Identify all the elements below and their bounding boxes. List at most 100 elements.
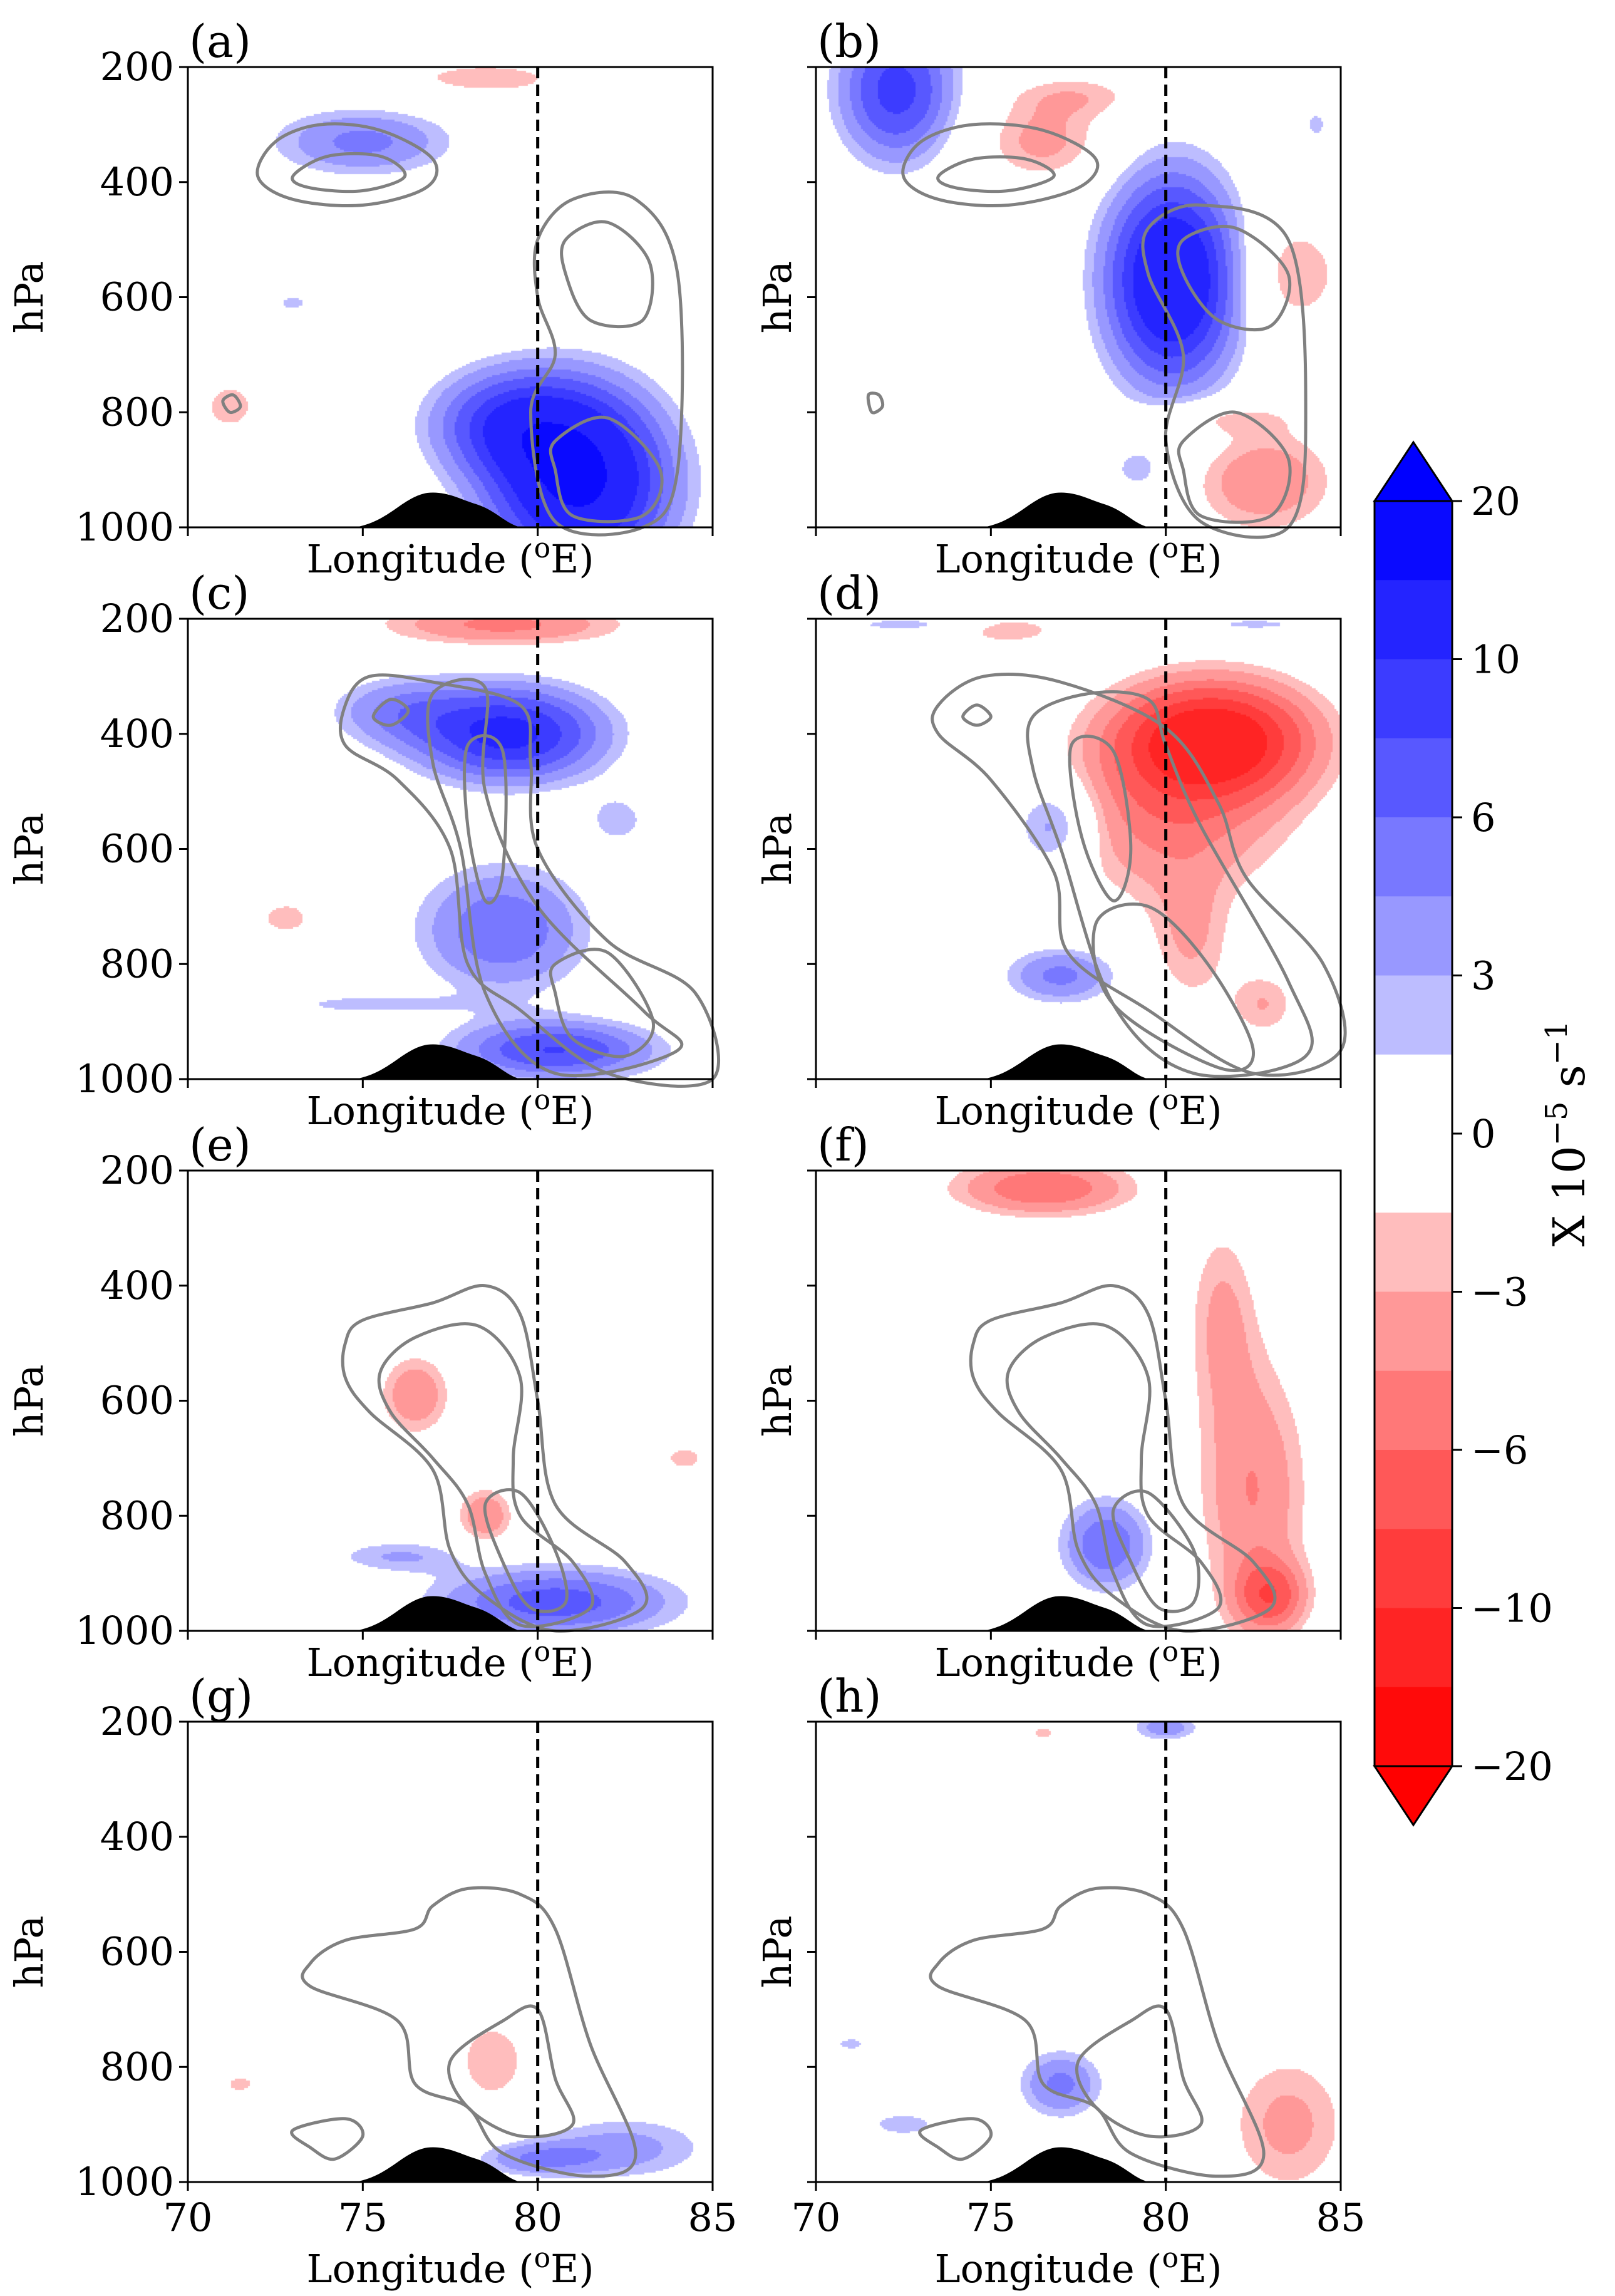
terrain-profile: [983, 2147, 1150, 2182]
contour-line: [961, 703, 993, 727]
y-tick-label: 400: [100, 1814, 174, 1859]
shaded-field-f: [816, 1171, 1341, 1631]
colorbar-segment: [1375, 1213, 1452, 1293]
contour-line: [1141, 203, 1308, 539]
contour-line: [969, 1284, 1277, 1633]
contour-line: [529, 190, 684, 537]
y-axis-label: hPa: [6, 813, 52, 886]
y-tick-label: 1000: [75, 2159, 174, 2205]
panel-label-c: (c): [189, 567, 250, 619]
panel-d: Longitude (oE) hPa (d): [755, 567, 1347, 1134]
shaded-field-b: [816, 67, 1341, 527]
terrain-profile: [983, 1044, 1150, 1079]
shaded-field-g: [188, 1722, 713, 2182]
x-axis-label: Longitude (oE): [934, 1636, 1222, 1685]
x-tick-label: 85: [1316, 2195, 1366, 2240]
contour-line: [255, 122, 439, 207]
panel-a: 200 400 600 800 1000 Longitude (oE) hPa (a): [6, 15, 714, 582]
colorbar-min-extend: [1373, 1765, 1454, 1827]
contour-line: [1075, 2004, 1204, 2139]
colorbar-label: X 10−5 s−1: [1539, 1021, 1595, 1247]
colorbar-segment: [1375, 817, 1452, 897]
panel-label-d: (d): [817, 567, 881, 619]
colorbar-tick-label: 0: [1471, 1111, 1495, 1157]
x-axis-label: Longitude (oE): [934, 532, 1222, 582]
y-axis-label: hPa: [6, 1365, 52, 1437]
x-axis-label: Longitude (oE): [306, 532, 594, 582]
contour-line: [918, 2117, 993, 2161]
contour-line: [1068, 735, 1133, 902]
colorbar-segment: [1375, 1450, 1452, 1529]
colorbar-segment: [1375, 1291, 1452, 1372]
y-tick-label: 200: [100, 1699, 174, 1744]
colorbar-segment: [1375, 501, 1452, 581]
contour-line: [549, 415, 664, 524]
colorbar-tick-label: 20: [1471, 478, 1520, 524]
panel-b: Longitude (oE) hPa (b): [755, 15, 1342, 582]
terrain-profile: [355, 1596, 522, 1631]
colorbar-tick-label: −20: [1471, 1744, 1553, 1789]
panel-label-a: (a): [189, 15, 251, 68]
x-tick-label: 80: [1141, 2195, 1190, 2240]
contour-line: [936, 155, 1056, 194]
x-axis-label: Longitude (oE): [306, 2242, 594, 2292]
terrain-profile: [355, 492, 522, 527]
contour-line: [901, 122, 1100, 207]
terrain-profile: [983, 1596, 1150, 1631]
colorbar-segment: [1375, 738, 1452, 818]
colorbar-tick-label: 10: [1471, 637, 1520, 683]
colorbar-segment: [1375, 1529, 1452, 1609]
x-tick-label: 80: [513, 2195, 562, 2240]
contour-line: [1005, 1322, 1223, 1628]
panel-label-f: (f): [817, 1119, 869, 1171]
contour-line: [1026, 690, 1314, 1078]
y-tick-label: 400: [100, 1263, 174, 1308]
terrain-profile: [983, 492, 1150, 527]
panel-label-b: (b): [817, 15, 881, 68]
y-tick-label: 200: [100, 44, 174, 90]
colorbar-tick-label: −3: [1471, 1270, 1528, 1315]
y-axis-label: hPa: [6, 1916, 52, 1988]
colorbar-tick-label: 6: [1471, 795, 1495, 840]
colorbar-tick-label: −10: [1471, 1586, 1553, 1632]
panel-label-h: (h): [817, 1670, 882, 1722]
panel-h: 70 75 80 85 Longitude (oE) hPa (h): [755, 1670, 1365, 2292]
colorbar-tick-label: 3: [1471, 953, 1495, 999]
y-tick-label: 600: [100, 826, 174, 872]
colorbar-segment: [1375, 1608, 1452, 1688]
y-tick-label: 1000: [75, 1056, 174, 1102]
contour-line: [426, 677, 684, 1077]
shaded-field-e: [188, 1171, 713, 1631]
y-tick-label: 1000: [75, 1608, 174, 1653]
x-tick-label: 75: [338, 2195, 388, 2240]
colorbar-segment: [1375, 1054, 1452, 1134]
colorbar-segment: [1375, 580, 1452, 660]
x-axis-label: Longitude (oE): [306, 1636, 594, 1685]
panel-c: 200 400 600 800 1000 Longitude (oE) hPa (c): [6, 567, 720, 1134]
contour-line: [338, 673, 720, 1088]
contour-line: [483, 1488, 569, 1613]
contour-line: [463, 734, 508, 905]
contour-line: [290, 2117, 365, 2161]
colorbar: 20 10 6 3 0 −3 −6 −10 −20 X 10−5 s−1: [1373, 440, 1595, 1827]
contour-line: [1111, 1489, 1200, 1613]
colorbar-segment: [1375, 1687, 1452, 1767]
shaded-field-a: [188, 67, 713, 527]
colorbar-max-extend: [1373, 440, 1454, 502]
y-tick-label: 800: [100, 1492, 174, 1538]
y-axis-label: hPa: [6, 261, 52, 334]
colorbar-segment: [1375, 975, 1452, 1055]
y-tick-label: 400: [100, 711, 174, 757]
panels: 200 400 600 800 1000 Longitude (oE) hPa (a) Long…: [6, 15, 1365, 2292]
contour-line: [301, 1886, 637, 2178]
contour-line: [291, 152, 407, 194]
contour-line: [447, 2004, 575, 2139]
shaded-field-h: [816, 1722, 1341, 2182]
y-tick-label: 200: [100, 596, 174, 641]
colorbar-segment: [1375, 1134, 1452, 1213]
y-axis-label: hPa: [755, 813, 800, 886]
panel-label-e: (e): [189, 1119, 251, 1171]
contour-line: [371, 698, 410, 727]
colorbar-segment: [1375, 1370, 1452, 1451]
